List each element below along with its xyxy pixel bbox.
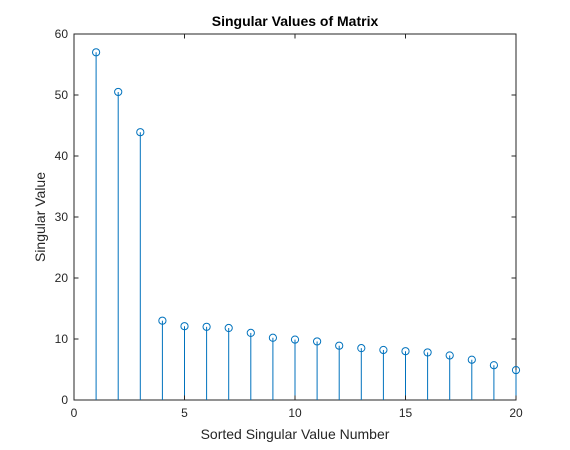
stem-marker — [268, 333, 277, 342]
stem-marker — [158, 316, 167, 325]
x-tick-label: 10 — [288, 406, 302, 420]
x-tick-label: 0 — [71, 406, 78, 420]
stem-marker — [92, 48, 101, 57]
stem-marker — [511, 366, 521, 375]
stem-marker — [379, 345, 388, 355]
stem-marker — [445, 351, 454, 360]
y-tick-label: 60 — [55, 27, 69, 41]
chart-title: Singular Values of Matrix — [212, 13, 379, 29]
y-tick-label: 0 — [61, 393, 68, 407]
y-axis-label: Singular Value — [32, 172, 48, 262]
stem-marker — [423, 348, 432, 357]
stem-marker — [335, 341, 344, 350]
y-tick-label: 30 — [55, 210, 69, 224]
ticks-group: 0 5 10 15 20 0 10 20 30 40 50 60 — [55, 27, 523, 420]
stem-marker — [114, 87, 123, 97]
stems-group — [92, 48, 521, 400]
x-tick-label: 5 — [181, 406, 188, 420]
y-tick-label: 10 — [55, 332, 69, 346]
stem-marker — [489, 361, 498, 370]
x-axis-label: Sorted Singular Value Number — [201, 426, 390, 442]
stem-marker — [401, 347, 410, 356]
stem-marker — [467, 355, 476, 364]
stem-marker — [357, 344, 366, 353]
stem-marker — [136, 128, 145, 137]
stem-marker — [246, 328, 255, 337]
stem-marker — [180, 322, 189, 331]
stem-marker — [224, 323, 233, 333]
plot-area — [73, 33, 517, 401]
stem-marker — [202, 322, 211, 331]
x-tick-label: 15 — [399, 406, 413, 420]
x-tick-label: 20 — [509, 406, 523, 420]
stem-marker — [313, 337, 322, 346]
y-tick-label: 50 — [55, 88, 69, 102]
stem-marker — [290, 335, 300, 344]
y-tick-label: 40 — [55, 149, 69, 163]
y-tick-label: 20 — [55, 271, 69, 285]
